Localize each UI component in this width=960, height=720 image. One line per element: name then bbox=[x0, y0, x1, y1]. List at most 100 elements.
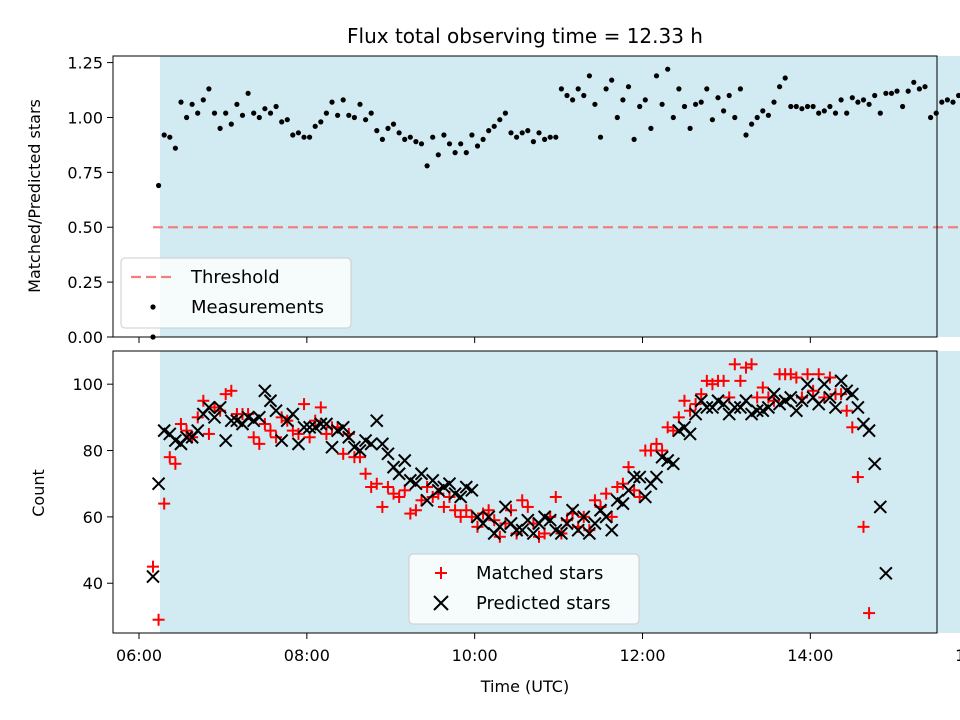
matched-star-point bbox=[270, 431, 283, 444]
matched-star-point bbox=[689, 398, 702, 411]
measurement-point bbox=[351, 114, 357, 121]
measurement-point bbox=[536, 130, 542, 136]
matched-star-point bbox=[678, 394, 691, 407]
predicted-star-point bbox=[297, 420, 311, 435]
matched-star-point bbox=[851, 471, 864, 484]
measurement-point bbox=[307, 134, 313, 140]
measurement-point bbox=[273, 103, 279, 110]
measurement-point bbox=[435, 152, 441, 158]
bottom-legend: Matched stars Predicted stars bbox=[408, 553, 640, 625]
predicted-star-point bbox=[543, 513, 557, 527]
measurement-point bbox=[838, 97, 844, 103]
measurement-point bbox=[368, 110, 374, 116]
measurement-point bbox=[206, 86, 212, 92]
predicted-star-point bbox=[817, 377, 832, 391]
bottom-predicted-stars bbox=[146, 374, 893, 584]
top-y-axis: 0.00 0.25 0.50 0.75 1.00 1.25 bbox=[67, 54, 113, 347]
matched-star-point bbox=[505, 504, 518, 517]
matched-star-point bbox=[616, 477, 629, 490]
chart-title: Flux total observing time = 12.33 h bbox=[347, 24, 703, 48]
predicted-star-point bbox=[879, 566, 893, 580]
top-y-tick-label: 0.00 bbox=[67, 328, 103, 347]
predicted-star-point bbox=[493, 520, 507, 534]
measurement-point bbox=[928, 114, 934, 121]
measurement-point bbox=[659, 101, 665, 107]
matched-star-point bbox=[644, 444, 657, 457]
predicted-star-point bbox=[325, 440, 339, 454]
predicted-star-point bbox=[828, 400, 843, 415]
predicted-star-point bbox=[823, 390, 837, 405]
predicted-star-point bbox=[800, 377, 815, 391]
measurement-point bbox=[530, 139, 537, 145]
measurement-point bbox=[502, 110, 508, 116]
measurement-point bbox=[693, 101, 699, 107]
predicted-star-point bbox=[515, 523, 529, 537]
measurement-point bbox=[933, 110, 939, 116]
measurement-point bbox=[625, 84, 632, 90]
predicted-star-point bbox=[577, 510, 591, 524]
predicted-star-point bbox=[213, 400, 227, 415]
measurement-point bbox=[788, 103, 794, 110]
legend-measurements-label: Measurements bbox=[191, 297, 324, 318]
measurement-point bbox=[340, 97, 346, 103]
legend-predicted-swatch bbox=[433, 595, 449, 611]
matched-star-point bbox=[516, 494, 529, 507]
predicted-star-point bbox=[263, 394, 278, 408]
x-axis-label: Time (UTC) bbox=[480, 677, 569, 696]
matched-star-point bbox=[835, 388, 848, 401]
predicted-star-point bbox=[375, 437, 390, 451]
measurement-point bbox=[441, 132, 447, 138]
top-y-tick-label: 0.25 bbox=[67, 273, 103, 292]
bottom-y-axis: 40 60 80 100 bbox=[72, 375, 113, 593]
matched-star-point bbox=[381, 481, 394, 494]
legend-matched-swatch bbox=[435, 567, 447, 579]
measurement-point bbox=[323, 110, 329, 116]
measurement-point bbox=[804, 103, 811, 110]
measurement-point bbox=[474, 143, 481, 149]
measurement-point bbox=[743, 132, 749, 138]
measurement-point bbox=[262, 106, 268, 112]
predicted-star-point bbox=[700, 400, 714, 415]
matched-star-point bbox=[191, 411, 204, 424]
predicted-star-point bbox=[219, 433, 233, 448]
bottom-legend-box bbox=[408, 553, 640, 625]
measurement-point bbox=[670, 114, 676, 121]
matched-star-point bbox=[633, 490, 646, 503]
predicted-star-point bbox=[509, 523, 524, 537]
predicted-star-point bbox=[426, 473, 440, 488]
measurement-point bbox=[374, 128, 380, 134]
measurement-point bbox=[178, 99, 184, 105]
matched-star-point bbox=[790, 371, 803, 384]
matched-star-point bbox=[695, 388, 708, 401]
predicted-star-point bbox=[728, 400, 742, 415]
bottom-y-tick-label: 80 bbox=[83, 442, 103, 461]
measurement-point bbox=[894, 88, 900, 94]
matched-star-point bbox=[376, 500, 389, 513]
matched-star-point bbox=[667, 424, 680, 437]
measurement-point bbox=[463, 150, 469, 156]
x-tick-label: 14:00 bbox=[787, 646, 833, 665]
matched-star-point bbox=[253, 437, 266, 450]
measurement-point bbox=[860, 97, 867, 103]
matched-star-point bbox=[152, 613, 165, 626]
measurement-point bbox=[799, 106, 805, 112]
measurement-point bbox=[614, 114, 620, 121]
measurement-point bbox=[816, 110, 822, 116]
predicted-star-point bbox=[269, 404, 283, 418]
matched-star-point bbox=[169, 457, 182, 470]
measurement-point bbox=[396, 130, 402, 136]
measurement-point bbox=[827, 103, 833, 110]
matched-star-point bbox=[359, 467, 372, 480]
matched-star-point bbox=[146, 560, 159, 573]
predicted-star-point bbox=[862, 423, 876, 438]
matched-star-point bbox=[734, 374, 747, 387]
matched-star-point bbox=[393, 490, 406, 503]
measurement-point bbox=[312, 123, 318, 129]
measurement-point bbox=[558, 86, 565, 92]
measurement-point bbox=[508, 130, 514, 136]
measurement-point bbox=[676, 86, 682, 92]
predicted-star-point bbox=[621, 483, 636, 498]
measurement-point bbox=[172, 145, 178, 151]
matched-star-point bbox=[751, 391, 764, 404]
